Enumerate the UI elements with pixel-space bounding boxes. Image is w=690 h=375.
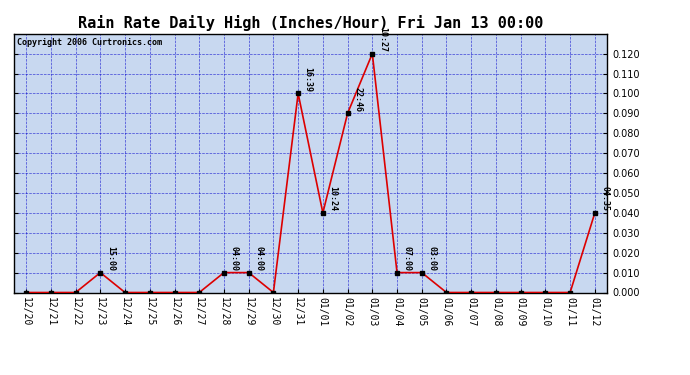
Text: 07:00: 07:00 [402,246,412,271]
Text: 10:24: 10:24 [328,186,337,211]
Text: 22:46: 22:46 [353,87,362,112]
Text: 03:00: 03:00 [427,246,436,271]
Text: 04:00: 04:00 [254,246,264,271]
Text: 04:35: 04:35 [600,186,609,211]
Text: 04:00: 04:00 [230,246,239,271]
Text: Copyright 2006 Curtronics.com: Copyright 2006 Curtronics.com [17,38,161,46]
Text: 10:27: 10:27 [378,27,387,52]
Text: 16:39: 16:39 [304,67,313,92]
Title: Rain Rate Daily High (Inches/Hour) Fri Jan 13 00:00: Rain Rate Daily High (Inches/Hour) Fri J… [78,15,543,31]
Text: 15:00: 15:00 [106,246,115,271]
